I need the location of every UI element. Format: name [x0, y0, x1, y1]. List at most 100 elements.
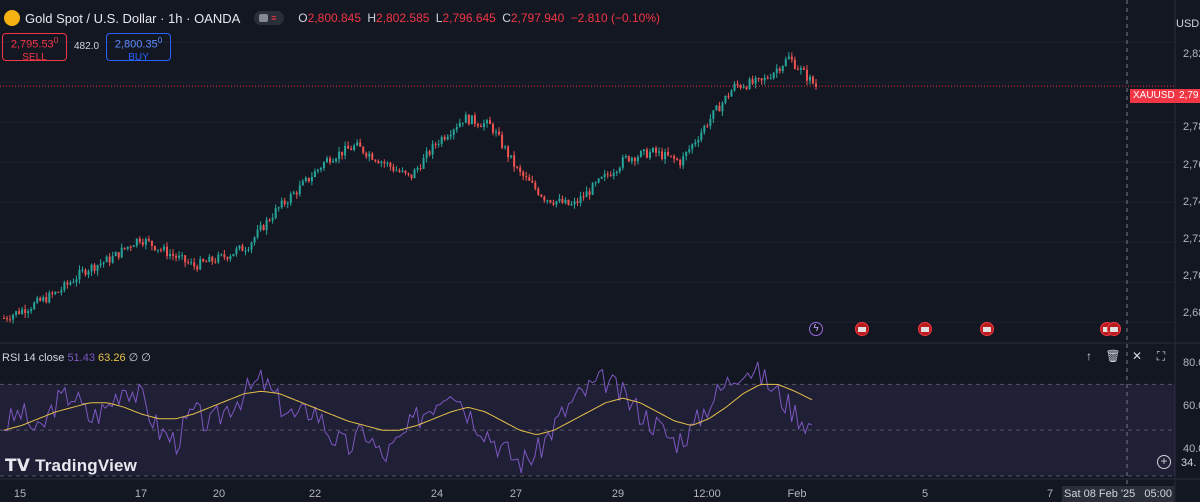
- candle-body: [72, 282, 75, 284]
- candle-body: [606, 173, 609, 175]
- rsi-legend[interactable]: RSI 14 close 51.43 63.26 ∅ ∅: [2, 352, 151, 364]
- candle-body: [673, 155, 676, 159]
- candle-body: [573, 201, 576, 205]
- candle-body: [437, 143, 440, 145]
- candle-body: [214, 261, 217, 263]
- us-flag-event-icon[interactable]: [1107, 322, 1121, 336]
- candle-body: [274, 208, 277, 218]
- candle-body: [359, 142, 362, 147]
- candle-body: [18, 311, 21, 314]
- rsi-tick: 60.0: [1183, 400, 1200, 412]
- candle-body: [147, 238, 150, 241]
- sell-button[interactable]: 2,795.530 SELL: [2, 33, 67, 63]
- candle-body: [304, 177, 307, 182]
- add-icon[interactable]: +: [1157, 455, 1171, 469]
- rsi-ma-line: [3, 383, 813, 435]
- candle-body: [6, 318, 9, 320]
- candle-body: [525, 176, 528, 178]
- candle-body: [123, 247, 126, 249]
- price-tick: 2,78: [1183, 121, 1200, 133]
- candle-body: [458, 122, 461, 128]
- us-flag-event-icon[interactable]: [980, 322, 994, 336]
- candle-body: [642, 149, 645, 152]
- candle-body: [226, 257, 229, 260]
- candle-body: [75, 279, 78, 283]
- candle-body: [815, 83, 817, 87]
- candle-body: [135, 238, 138, 246]
- us-flag-event-icon[interactable]: [918, 322, 932, 336]
- candle-body: [501, 134, 504, 148]
- candle-body: [621, 157, 624, 168]
- flash-event-icon[interactable]: ϟ: [809, 322, 823, 336]
- candle-body: [724, 95, 727, 103]
- candle-body: [597, 178, 600, 183]
- candle-body: [132, 245, 135, 248]
- candle-body: [630, 157, 633, 162]
- candle-body: [519, 167, 522, 172]
- candle-body: [150, 240, 153, 246]
- us-flag-event-icon[interactable]: [855, 322, 869, 336]
- candle-body: [582, 196, 585, 198]
- candle-body: [703, 125, 706, 133]
- candle-body: [27, 311, 30, 314]
- maximize-pane-icon[interactable]: ⛶: [1156, 349, 1166, 363]
- candle-body: [730, 90, 733, 97]
- candle-body: [513, 155, 516, 167]
- candle-body: [172, 253, 175, 256]
- candle-body: [232, 253, 235, 257]
- currency-label[interactable]: USD: [1176, 18, 1200, 30]
- candle-body: [78, 269, 81, 280]
- candle-body: [259, 225, 262, 230]
- candle-body: [540, 194, 543, 197]
- price-tick: 2,68: [1183, 307, 1200, 319]
- candle-body: [338, 151, 341, 159]
- candle-body: [727, 95, 730, 97]
- tradingview-logo[interactable]: 𝗧𝗩 TradingView: [5, 456, 138, 475]
- candle-body: [69, 282, 72, 285]
- candle-body: [365, 152, 368, 157]
- candle-body: [332, 161, 335, 163]
- candle-body: [229, 256, 232, 260]
- candle-body: [739, 85, 742, 88]
- collapse-pane-icon[interactable]: ✕: [1131, 349, 1143, 363]
- candle-body: [404, 170, 407, 174]
- candle-body: [322, 162, 325, 169]
- rsi-label: RSI 14 close: [2, 352, 65, 364]
- candle-body: [452, 129, 455, 135]
- candle-body: [84, 269, 87, 275]
- candle-body: [347, 145, 350, 149]
- candle-body: [187, 262, 190, 264]
- symbol-title[interactable]: Gold Spot / U.S. Dollar · 1h · OANDA: [25, 10, 241, 26]
- candle-body: [392, 166, 395, 171]
- candle-body: [775, 68, 778, 73]
- delete-pane-icon[interactable]: 🗑: [1105, 349, 1121, 363]
- candle-body: [784, 59, 787, 66]
- crosshair-date-tag: Sat 08 Feb '25 05:00: [1062, 486, 1174, 502]
- candle-body: [368, 153, 371, 157]
- candle-body: [87, 271, 90, 275]
- candle-body: [676, 158, 679, 161]
- buy-button[interactable]: 2,800.350 BUY: [106, 33, 171, 63]
- candle-body: [709, 118, 712, 126]
- candle-body: [335, 158, 338, 162]
- candle-body: [102, 262, 105, 264]
- rsi-value: 51.43: [67, 352, 95, 364]
- candle-body: [691, 144, 694, 150]
- candle-body: [603, 173, 606, 178]
- candle-body: [419, 167, 422, 169]
- buy-label: BUY: [128, 51, 149, 63]
- high-value: 2,802.585: [376, 11, 430, 25]
- candle-body: [280, 200, 283, 208]
- candle-body: [313, 171, 316, 178]
- candle-body: [802, 68, 805, 70]
- spread-value: 482.0: [74, 41, 100, 52]
- candle-body: [467, 114, 470, 125]
- visibility-toggle-icon[interactable]: ≡: [254, 11, 285, 25]
- candle-body: [262, 225, 265, 231]
- move-pane-up-icon[interactable]: ↑: [1086, 349, 1092, 363]
- candle-body: [476, 123, 479, 126]
- candle-body: [184, 255, 187, 263]
- candle-body: [271, 217, 274, 221]
- candle-body: [579, 196, 582, 203]
